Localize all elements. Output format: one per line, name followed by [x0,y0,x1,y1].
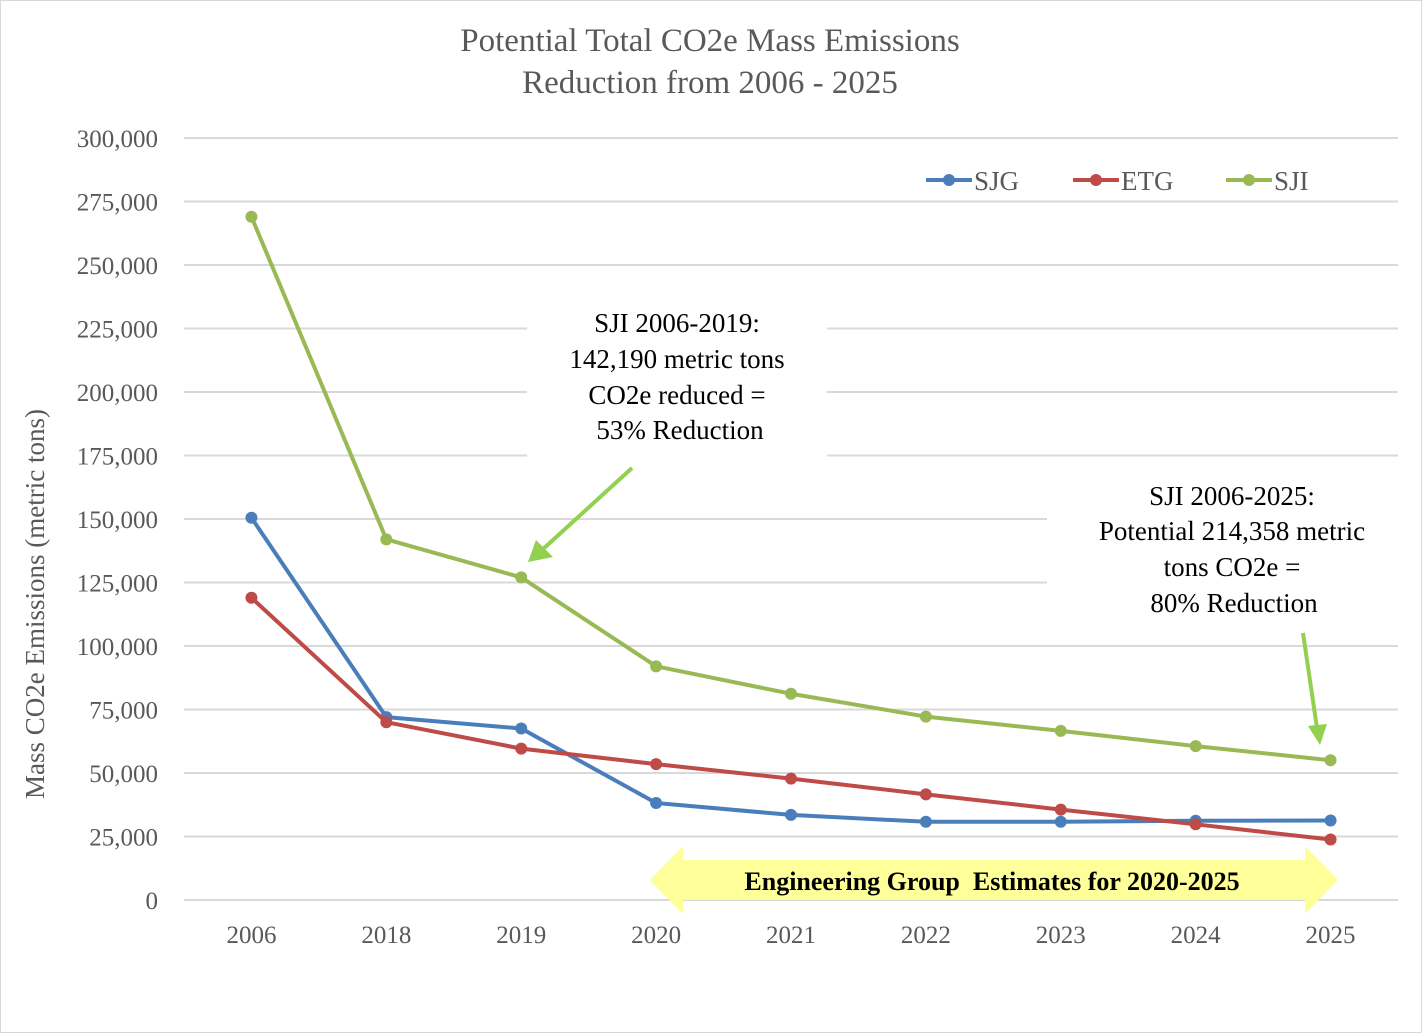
x-tick-label: 2023 [1036,922,1086,949]
y-tick-label: 100,000 [77,634,158,661]
data-point-sjg [785,808,797,821]
data-point-sjg [1054,815,1067,828]
data-point-etg [919,788,932,801]
data-point-sji [1054,724,1067,737]
y-tick-label: 225,000 [77,317,158,344]
y-tick-label: 275,000 [77,190,158,217]
x-tick-label: 2020 [631,922,681,949]
data-point-sji [1189,740,1202,753]
y-tick-label: 125,000 [77,571,158,598]
data-point-etg [650,758,663,771]
chart-title-line-2: Reduction from 2006 - 2025 [522,65,898,101]
x-tick-label: 2025 [1306,922,1356,949]
data-point-etg [1189,818,1202,831]
y-tick-label: 200,000 [77,380,158,407]
x-tick-label: 2019 [496,922,546,949]
legend-marker-sjg [943,174,955,186]
annotation-2: SJI 2006-2025: Potential 214,358 metric … [1099,481,1365,745]
data-point-sjg [919,815,932,828]
data-point-sji [785,687,797,700]
annotation-2-background [1047,470,1419,630]
annotation-2-line-1: SJI 2006-2025: [1149,481,1315,511]
y-tick-label: 0 [146,888,159,915]
y-tick-label: 250,000 [77,253,158,280]
series-lines [245,210,1337,846]
data-point-sji [650,660,663,673]
x-tick-label: 2024 [1171,922,1222,949]
data-point-sji [1324,754,1337,767]
data-point-sjg [1324,814,1337,827]
legend: SJG ETG SJI [926,166,1309,196]
data-point-etg [515,742,528,755]
x-tick-label: 2022 [901,922,951,949]
annotation-2-line-2: Potential 214,358 metric [1099,516,1365,546]
data-point-sjg [245,511,258,524]
x-axis-tick-labels: 2006 2018 2019 2020 2021 2022 2023 2024 2025 [226,922,1355,949]
estimates-banner: Engineering Group Estimates for 2020-202… [650,846,1338,914]
data-point-sjg [515,722,528,735]
legend-marker-etg [1090,174,1102,186]
data-point-etg [1054,803,1067,816]
chart-title-line-1: Potential Total CO2e Mass Emissions [460,23,959,59]
legend-label-etg: ETG [1121,166,1173,196]
data-point-sji [380,533,393,546]
annotation-1-arrow-shaft [540,466,634,552]
annotation-2-arrow-shaft [1301,632,1319,729]
y-tick-label: 25,000 [89,825,158,852]
data-point-etg [245,591,258,604]
annotation-1-line-1: SJI 2006-2019: [594,308,760,338]
estimates-banner-arrow [650,846,1338,914]
annotation-1-arrowhead [528,540,553,562]
data-point-etg [380,716,393,729]
data-point-sji [515,571,528,584]
legend-marker-sji [1243,174,1255,186]
y-tick-label: 50,000 [89,761,158,788]
annotation-2-line-4: 80% Reduction [1150,588,1318,618]
data-point-sji [919,710,932,723]
annotation-2-arrowhead [1308,724,1327,745]
annotation-1: SJI 2006-2019: 142,190 metric tons CO2e … [528,308,785,562]
x-tick-label: 2018 [361,922,411,949]
legend-label-sjg: SJG [974,166,1019,196]
annotation-2-line-3: tons CO2e = [1164,552,1301,582]
annotation-1-line-4: 53% Reduction [596,415,764,445]
y-axis-tick-labels: 0 25,000 50,000 75,000 100,000 125,000 150,000… [77,126,158,915]
annotation-1-background [527,298,827,458]
data-point-etg [785,772,797,785]
annotation-1-line-2: 142,190 metric tons [569,344,784,374]
y-axis-title: Mass CO2e Emissions (metric tons) [20,409,50,799]
legend-label-sji: SJI [1274,166,1309,196]
y-tick-label: 300,000 [77,126,158,153]
x-tick-label: 2006 [226,922,276,949]
estimates-banner-label: Engineering Group Estimates for 2020-202… [744,867,1239,896]
y-tick-label: 75,000 [89,698,158,725]
y-tick-label: 175,000 [77,444,158,471]
annotation-1-line-3: CO2e reduced = [588,380,765,410]
data-point-etg [1324,833,1337,846]
data-point-sji [245,210,258,223]
data-point-sjg [650,796,663,809]
x-tick-label: 2021 [766,922,816,949]
y-tick-label: 150,000 [77,507,158,534]
